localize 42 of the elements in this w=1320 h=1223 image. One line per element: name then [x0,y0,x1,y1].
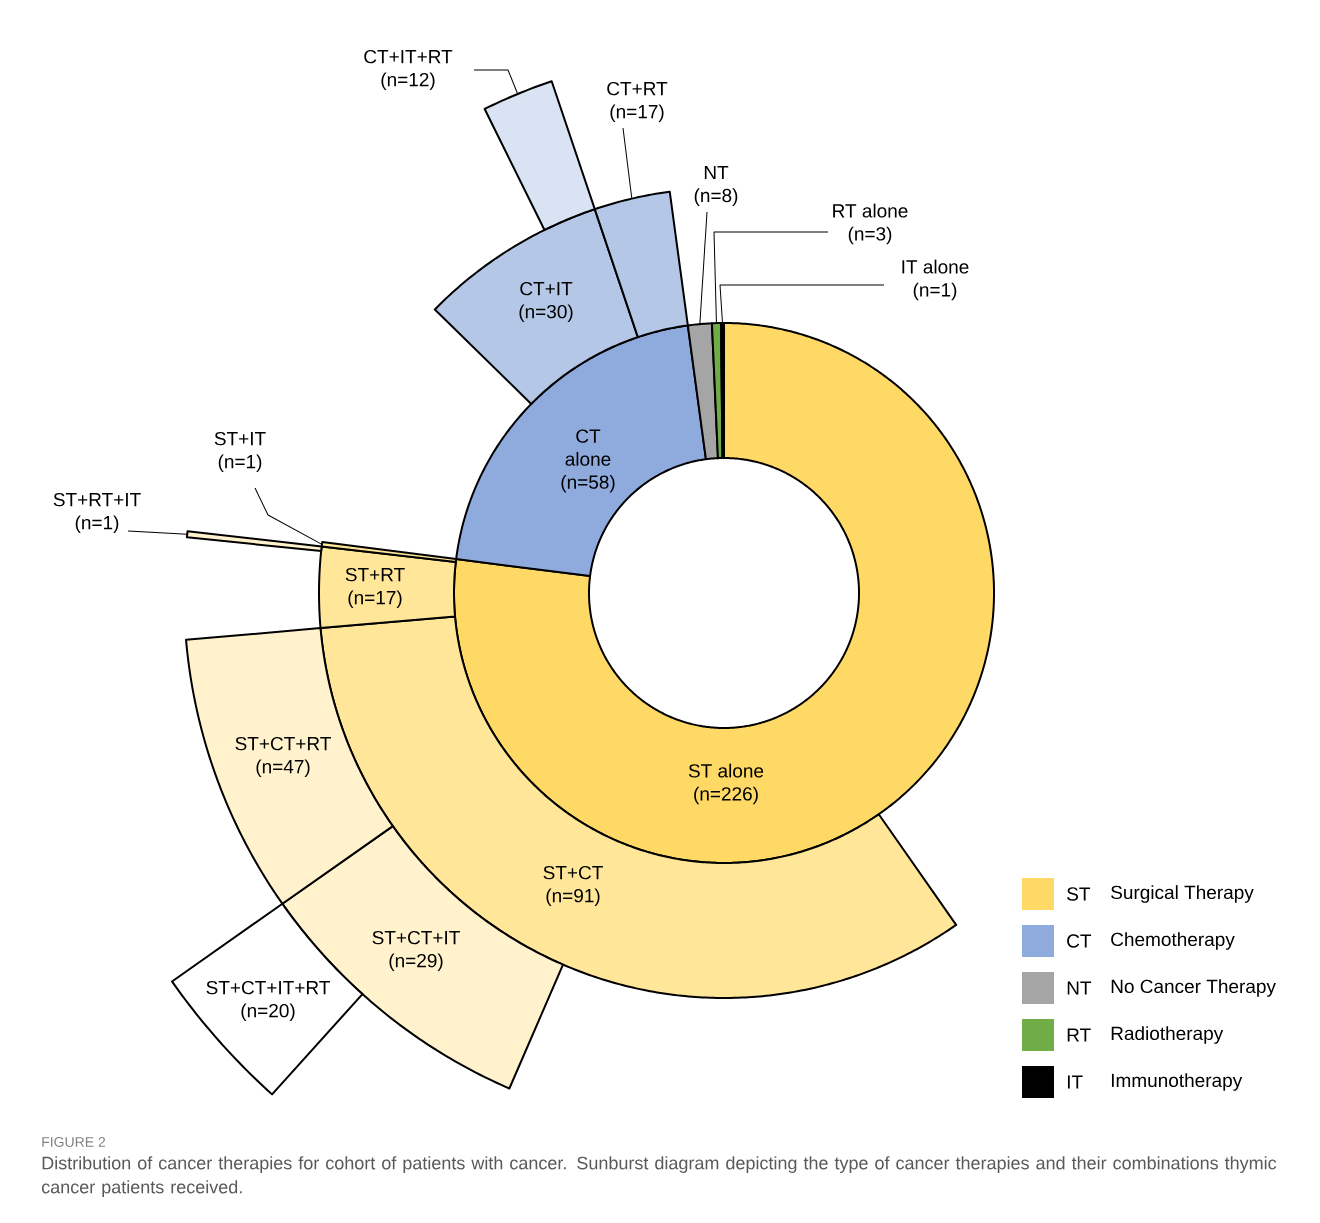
text: ST [1067,887,1091,901]
data-label: (n=29) [389,953,443,972]
data-label: (n=1) [75,515,119,534]
category-label: CT+RT [607,81,668,96]
category-label: RT alone [833,203,908,218]
category-label: ST+CT+IT+RT [206,980,330,995]
category-label: ST alone [688,763,764,778]
text: No Cancer Therapy [1111,979,1276,997]
category-label: CT+IT [520,281,573,296]
text: Chemotherapy [1111,932,1235,950]
text: RT [1067,1028,1091,1042]
category-label: ST+CT [543,865,603,880]
category-label: ST+RT [345,567,405,582]
data-label: (n=8) [694,188,738,207]
category-label: ST+IT [214,431,266,446]
data-label: (n=17) [610,104,664,123]
category-label: ST+RT+IT [53,492,141,507]
data-label: (n=30) [519,304,573,323]
category-label: ST+CT+RT [235,736,331,751]
data-label: (n=1) [913,282,957,301]
data-label: (n=17) [348,590,402,609]
category-label: IT alone [902,259,969,274]
category-label: CT alone [565,429,611,466]
data-label: (n=226) [694,786,758,805]
data-label: (n=3) [848,226,892,245]
text: IT [1067,1075,1083,1089]
data-label: (n=12) [381,72,435,91]
data-label: (n=20) [241,1003,295,1022]
text: Immunotherapy [1111,1073,1243,1091]
text: Radiotherapy [1111,1026,1224,1044]
data-label: (n=47) [256,759,310,778]
category-label: NT [704,166,729,180]
text: Surgical Therapy [1111,885,1254,903]
category-label: CT+IT+RT [364,49,453,64]
text: Distribution of cancer therapies for cohort of patients with cancer. Sunburst diagram depicting the type of cancer therapies and their combinations thymic cancer patients received. [41,1156,1277,1197]
data-label: (n=58) [561,474,615,493]
caption: FIGURE 2 [42,1137,106,1147]
text: CT [1067,934,1092,948]
category-label: ST+CT+IT [372,930,460,945]
text: NT [1067,981,1092,995]
data-label: (n=1) [218,454,262,473]
data-label: (n=91) [546,888,600,907]
